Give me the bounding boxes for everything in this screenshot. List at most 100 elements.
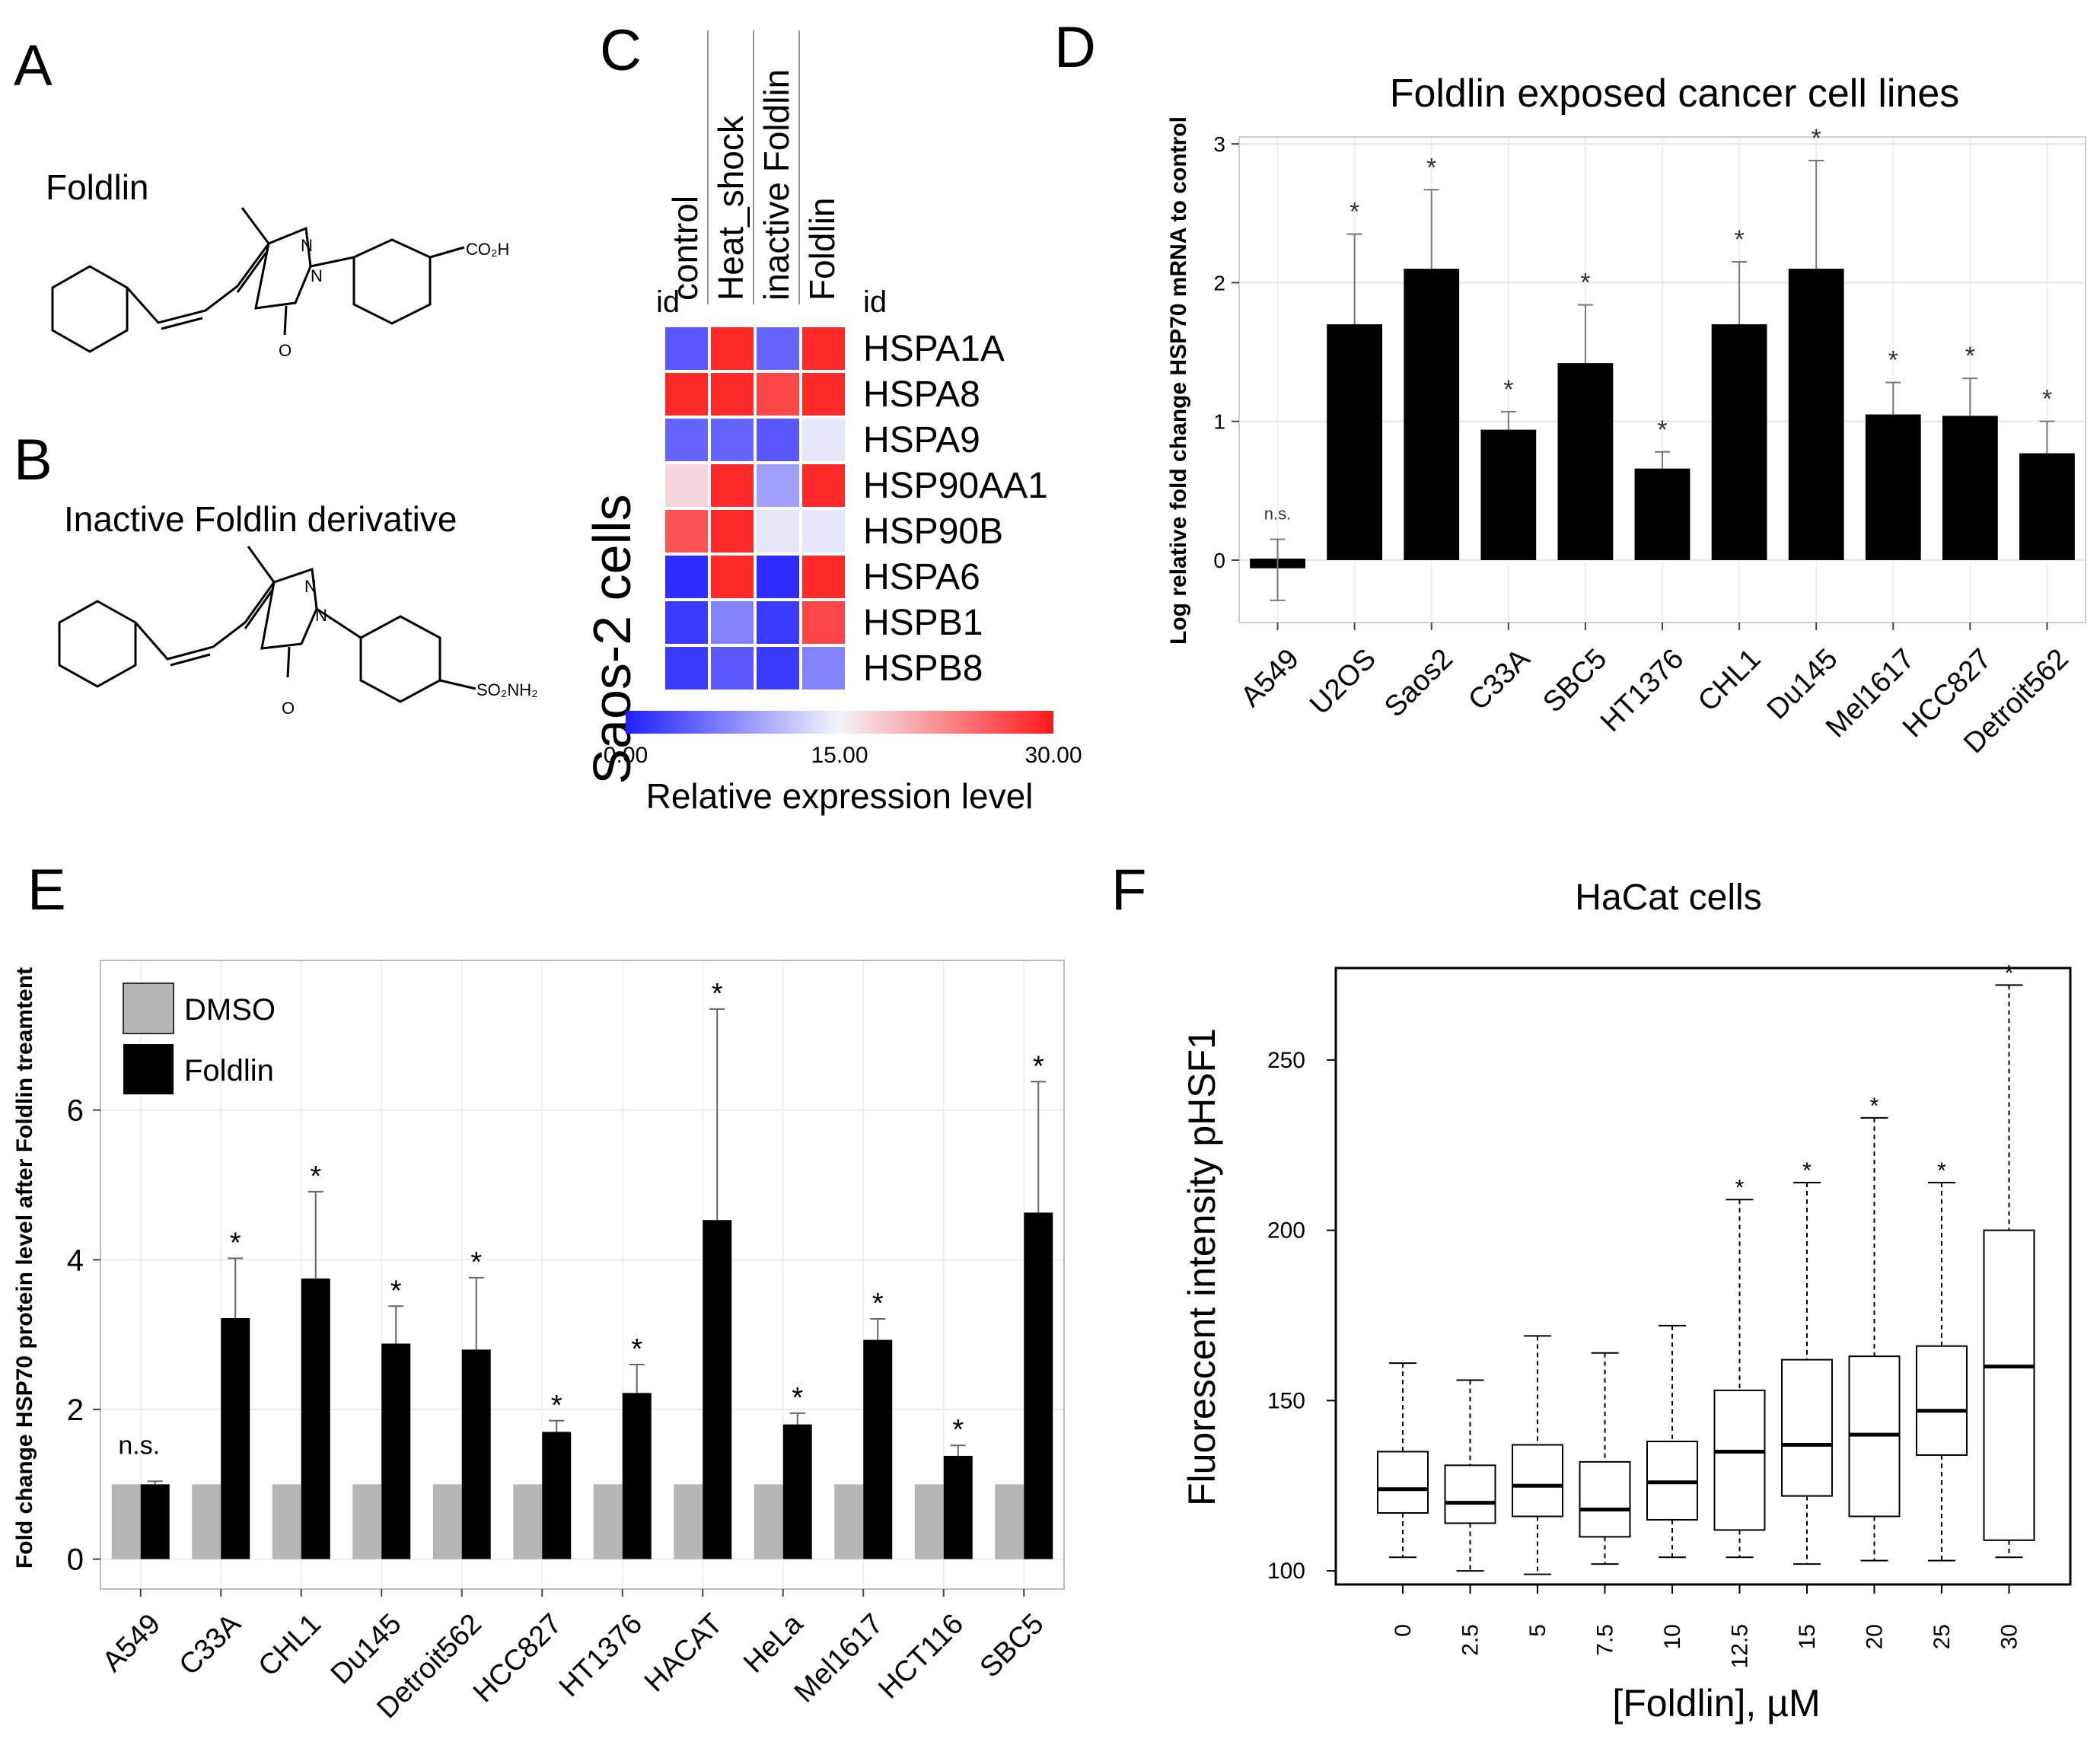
mrna-bar-chart: Foldlin exposed cancer cell lines 0 1 2 3 n.s… <box>1166 72 2086 760</box>
heatmap-cell <box>665 327 708 370</box>
heatmap-cell <box>665 556 708 598</box>
box <box>1916 1345 1968 1456</box>
significance-marker: * <box>631 1333 642 1365</box>
significance-marker: * <box>1937 1158 1946 1183</box>
heatmap-cell <box>711 464 754 507</box>
significance-marker: n.s. <box>1264 505 1291 524</box>
heatmap-column-label: Foldlin <box>802 197 842 301</box>
heatmap-cell <box>757 464 799 507</box>
x-tick-label: HeLa <box>738 1607 810 1680</box>
bar-dmso <box>914 1484 944 1559</box>
heatmap-cell <box>665 647 708 690</box>
y-tick-label: 0 <box>1213 549 1225 572</box>
heatmap-cell <box>711 601 754 644</box>
heatmap-cell <box>802 647 845 690</box>
heatmap-cell <box>802 373 845 416</box>
bar-dmso <box>111 1484 141 1559</box>
foldlin-atom-n1: N <box>301 236 313 255</box>
x-tick-label: HCC827 <box>467 1608 569 1709</box>
bar-foldlin <box>221 1318 250 1559</box>
x-tick-label: Mel1617 <box>789 1608 890 1709</box>
heatmap-column-label: control <box>665 196 705 301</box>
legend-label-dmso: DMSO <box>184 993 276 1027</box>
heatmap-row-label: HSP90AA1 <box>863 466 1048 506</box>
x-tick-label: 12.5 <box>1728 1624 1753 1668</box>
heatmap-cell <box>802 327 845 370</box>
bar-foldlin <box>943 1455 973 1559</box>
bar-foldlin <box>140 1484 170 1559</box>
heatmap-cell <box>802 556 845 598</box>
significance-marker: * <box>872 1288 884 1320</box>
inactive-atom-o: O <box>282 699 295 718</box>
heatmap-cell <box>711 419 754 461</box>
bar <box>1327 324 1383 560</box>
heatmap-row-label: HSPA9 <box>863 420 980 460</box>
heatmap-cell <box>757 510 799 553</box>
heatmap-cell <box>802 464 845 507</box>
y-tick-label: 3 <box>1213 132 1225 156</box>
bar-dmso <box>513 1484 543 1559</box>
heatmap-row-header: id <box>656 285 680 319</box>
panel-letter-a: A <box>14 33 53 98</box>
x-tick-label: 2.5 <box>1458 1624 1483 1656</box>
significance-marker: * <box>470 1247 482 1279</box>
legend-swatch-foldlin <box>123 1044 174 1094</box>
y-tick-label: 2 <box>1213 271 1225 295</box>
x-tick-label: 5 <box>1525 1624 1550 1637</box>
x-tick-label: 15 <box>1795 1624 1820 1649</box>
bar-dmso <box>593 1484 623 1559</box>
significance-marker: * <box>1812 124 1821 153</box>
significance-marker: * <box>1965 342 1975 371</box>
heatmap-cell <box>711 373 754 416</box>
panel-letter-e: E <box>27 858 66 922</box>
bar-foldlin <box>863 1339 893 1559</box>
y-tick-label: 250 <box>1267 1048 1305 1073</box>
x-tick-label: CHL1 <box>1692 643 1767 718</box>
heatmap-cell <box>757 419 799 461</box>
significance-marker: * <box>1580 269 1590 298</box>
heatmap-row-label: HSPA8 <box>863 374 980 415</box>
bar-dmso <box>674 1484 703 1559</box>
heatmap-cell <box>802 601 845 644</box>
foldlin-atom-o: O <box>279 341 292 360</box>
bar-dmso <box>272 1484 301 1559</box>
legend-label-foldlin: Foldlin <box>184 1054 274 1088</box>
heatmap-cell <box>665 464 708 507</box>
x-tick-label: U2OS <box>1304 643 1382 721</box>
box <box>1444 1464 1496 1524</box>
chart-title: HaCat cells <box>1575 877 1761 918</box>
x-tick-label: 0 <box>1391 1624 1416 1637</box>
bar <box>1788 269 1844 560</box>
box <box>1781 1358 1833 1497</box>
foldlin-compound-name: Foldlin <box>46 167 149 207</box>
x-tick-label: HT1376 <box>1595 643 1690 738</box>
x-tick-label: CHL1 <box>253 1608 327 1683</box>
bar <box>1865 414 1921 560</box>
bar-dmso <box>192 1484 221 1559</box>
significance-marker: n.s. <box>118 1431 160 1460</box>
inactive-sulfonamide-group: SO₂NH₂ <box>476 680 538 699</box>
inactive-atom-n1: N <box>304 577 317 596</box>
bar-dmso <box>432 1484 462 1559</box>
heatmap-cell <box>665 510 708 553</box>
bar <box>2019 453 2075 560</box>
inactive-compound-name: Inactive Foldlin derivative <box>64 499 457 539</box>
y-tick-label: 2 <box>67 1393 84 1427</box>
significance-marker: * <box>1657 416 1667 444</box>
y-tick-label: 1 <box>1213 410 1225 434</box>
heatmap-color-scale <box>626 711 1053 734</box>
bar-foldlin <box>782 1424 812 1559</box>
significance-marker: * <box>1802 1158 1812 1183</box>
y-axis-label: Fluorescent intensity pHSF1 <box>1181 1028 1223 1506</box>
bar <box>1480 429 1537 560</box>
x-tick-label: 10 <box>1660 1624 1685 1649</box>
significance-marker: * <box>1426 153 1436 182</box>
y-tick-label: 4 <box>67 1244 84 1277</box>
significance-marker: * <box>1503 375 1513 404</box>
significance-marker: * <box>1888 346 1898 375</box>
heatmap-cell <box>711 647 754 690</box>
x-tick-label: Saos2 <box>1378 643 1459 724</box>
significance-marker: * <box>792 1382 803 1414</box>
heatmap-scale-tick-label: 15.00 <box>811 743 868 768</box>
x-tick-label: 25 <box>1930 1624 1955 1649</box>
